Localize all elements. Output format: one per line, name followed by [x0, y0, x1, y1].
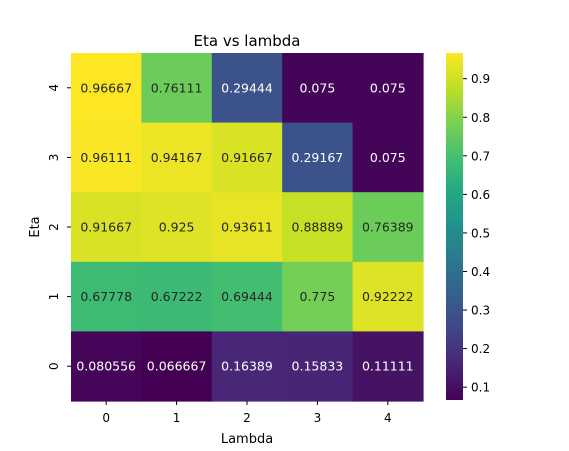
heatmap-cell [352, 331, 424, 402]
cell-value-label: 0.69444 [221, 289, 273, 304]
heatmap-cell [211, 261, 283, 332]
heatmap-cell [352, 261, 424, 332]
heatmap-cell [211, 122, 283, 193]
cell-value-label: 0.16389 [221, 359, 273, 374]
cell-value-label: 0.075 [300, 80, 336, 95]
cell-value-label: 0.67778 [80, 289, 132, 304]
heatmap-cell [282, 53, 354, 124]
heatmap-cell [211, 192, 283, 263]
heatmap-cell [352, 122, 424, 193]
heatmap-cells: 0.96667 0.76111 0.29444 0.075 0.075 0.96111 0.… [71, 53, 424, 402]
x-axis: 0 1 2 3 4 [102, 401, 392, 425]
heatmap-cell [71, 331, 142, 402]
colorbar-tick-label: 0.6 [471, 188, 490, 202]
colorbar-tick-label: 0.3 [471, 304, 490, 318]
cell-value-label: 0.29444 [221, 80, 273, 95]
cell-value-label: 0.88889 [292, 220, 344, 235]
x-tick-label: 1 [173, 411, 181, 425]
heatmap-cell [71, 261, 142, 332]
heatmap-cell [141, 53, 213, 124]
cell-value-label: 0.925 [159, 220, 195, 235]
colorbar-tick-label: 0.8 [471, 111, 490, 125]
cell-value-label: 0.775 [300, 289, 336, 304]
heatmap-cell [211, 331, 283, 402]
colorbar-tick-label: 0.9 [471, 72, 490, 86]
y-tick-label: 4 [47, 84, 61, 92]
heatmap-cell [282, 192, 354, 263]
cell-value-label: 0.11111 [362, 359, 414, 374]
y-tick-label: 1 [47, 293, 61, 301]
heatmap-cell [211, 53, 283, 124]
y-tick-label: 2 [47, 223, 61, 231]
colorbar-gradient [446, 53, 463, 400]
cell-value-label: 0.76389 [362, 220, 414, 235]
cell-value-label: 0.075 [370, 80, 406, 95]
heatmap-cell [282, 261, 354, 332]
y-tick-label: 3 [47, 154, 61, 162]
cell-value-label: 0.76111 [151, 80, 203, 95]
heatmap-cell [282, 331, 354, 402]
cell-value-label: 0.91667 [80, 220, 132, 235]
cell-value-label: 0.29167 [292, 150, 344, 165]
cell-value-label: 0.94167 [151, 150, 203, 165]
y-axis: 4 3 2 1 0 [47, 84, 71, 370]
chart-title: Eta vs lambda [194, 32, 301, 50]
heatmap-cell [71, 192, 142, 263]
cell-value-label: 0.066667 [147, 359, 207, 374]
x-tick-label: 0 [102, 411, 110, 425]
colorbar-tick-label: 0.7 [471, 149, 490, 163]
cell-value-label: 0.15833 [292, 359, 344, 374]
x-tick-label: 2 [243, 411, 251, 425]
colorbar-tick-label: 0.1 [471, 381, 490, 395]
y-tick-label: 0 [47, 362, 61, 370]
heatmap-cell [141, 122, 213, 193]
heatmap-cell [352, 192, 424, 263]
heatmap-cell [282, 122, 354, 193]
cell-value-label: 0.080556 [76, 359, 136, 374]
x-axis-label: Lambda [221, 432, 273, 447]
heatmap-cell [352, 53, 424, 124]
cell-value-label: 0.96111 [80, 150, 132, 165]
x-tick-label: 4 [384, 411, 392, 425]
colorbar-ticks: 0.1 0.2 0.3 0.4 0.5 0.6 0.7 0.8 0.9 [463, 72, 490, 395]
cell-value-label: 0.075 [370, 150, 406, 165]
heatmap-cell [141, 261, 213, 332]
heatmap-cell [141, 331, 213, 402]
heatmap-cell [71, 53, 142, 124]
y-axis-label: Eta [28, 216, 43, 237]
colorbar-tick-label: 0.5 [471, 226, 490, 240]
cell-value-label: 0.92222 [362, 289, 414, 304]
cell-value-label: 0.91667 [221, 150, 273, 165]
colorbar-tick-label: 0.4 [471, 265, 490, 279]
heatmap-cell [71, 122, 142, 193]
colorbar-tick-label: 0.2 [471, 342, 490, 356]
x-tick-label: 3 [314, 411, 322, 425]
colorbar: 0.1 0.2 0.3 0.4 0.5 0.6 0.7 0.8 0.9 [446, 53, 490, 400]
cell-value-label: 0.93611 [221, 220, 273, 235]
heatmap-cell [141, 192, 213, 263]
cell-value-label: 0.96667 [80, 80, 132, 95]
cell-value-label: 0.67222 [151, 289, 203, 304]
